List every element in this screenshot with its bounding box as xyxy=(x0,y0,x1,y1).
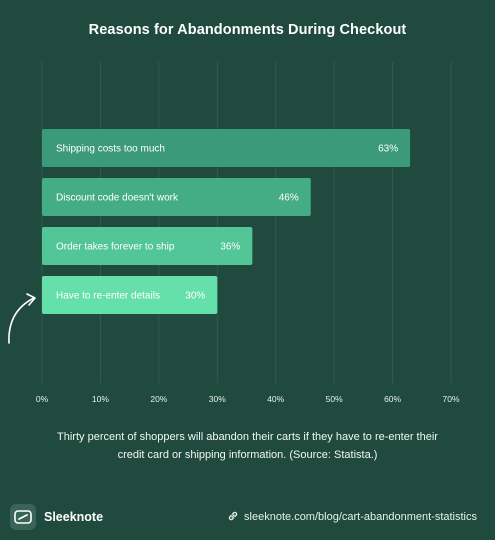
bar xyxy=(42,178,311,216)
bar xyxy=(42,276,218,314)
caption: Thirty percent of shoppers will abandon … xyxy=(30,428,465,464)
bar-value-label: 30% xyxy=(185,291,205,302)
bar-category-label: Discount code doesn't work xyxy=(56,193,179,204)
bar-category-label: Have to re-enter details xyxy=(56,291,160,302)
brand[interactable]: Sleeknote xyxy=(10,504,103,530)
x-tick-label: 60% xyxy=(384,394,401,404)
bar-value-label: 46% xyxy=(279,193,299,204)
brand-name: Sleeknote xyxy=(44,510,104,524)
link-icon xyxy=(227,510,244,525)
bar xyxy=(42,129,411,167)
x-axis: 0% 10% 20% 30% 40% 50% 60% 70% xyxy=(36,394,460,404)
bar-value-label: 36% xyxy=(220,242,240,253)
caption-line: Thirty percent of shoppers will abandon … xyxy=(57,431,438,443)
x-tick-label: 10% xyxy=(92,394,109,404)
grid-lines xyxy=(41,62,452,383)
source-link[interactable]: sleeknote.com/blog/cart-abandonment-stat… xyxy=(227,504,477,530)
bar-group: Have to re-enter details 30% xyxy=(42,276,218,314)
x-tick-label: 0% xyxy=(36,394,49,404)
bars: Shipping costs too much 63% Discount code … xyxy=(42,129,411,314)
x-tick-label: 70% xyxy=(442,394,459,404)
bar-group: Shipping costs too much 63% xyxy=(42,129,411,167)
bar-group: Order takes forever to ship 36% xyxy=(42,227,253,265)
sleeknote-logo-icon xyxy=(10,504,36,530)
x-tick-label: 30% xyxy=(209,394,226,404)
bar xyxy=(42,227,253,265)
footer: Sleeknote sleeknote.com/blog/cart-abando… xyxy=(0,496,495,540)
x-tick-label: 40% xyxy=(267,394,284,404)
bar-category-label: Shipping costs too much xyxy=(56,144,165,155)
x-tick-label: 20% xyxy=(150,394,167,404)
bar-category-label: Order takes forever to ship xyxy=(56,242,175,253)
bar-group: Discount code doesn't work 46% xyxy=(42,178,311,216)
caption-line: credit card or shipping information. (So… xyxy=(117,449,378,461)
x-tick-label: 50% xyxy=(326,394,343,404)
source-url: sleeknote.com/blog/cart-abandonment-stat… xyxy=(244,511,477,523)
bar-value-label: 63% xyxy=(378,144,398,155)
chart-title: Reasons for Abandonments During Checkout xyxy=(88,22,407,38)
bar-chart: Shipping costs too much 63% Discount code … xyxy=(8,62,460,404)
curved-arrow-icon xyxy=(8,293,36,344)
